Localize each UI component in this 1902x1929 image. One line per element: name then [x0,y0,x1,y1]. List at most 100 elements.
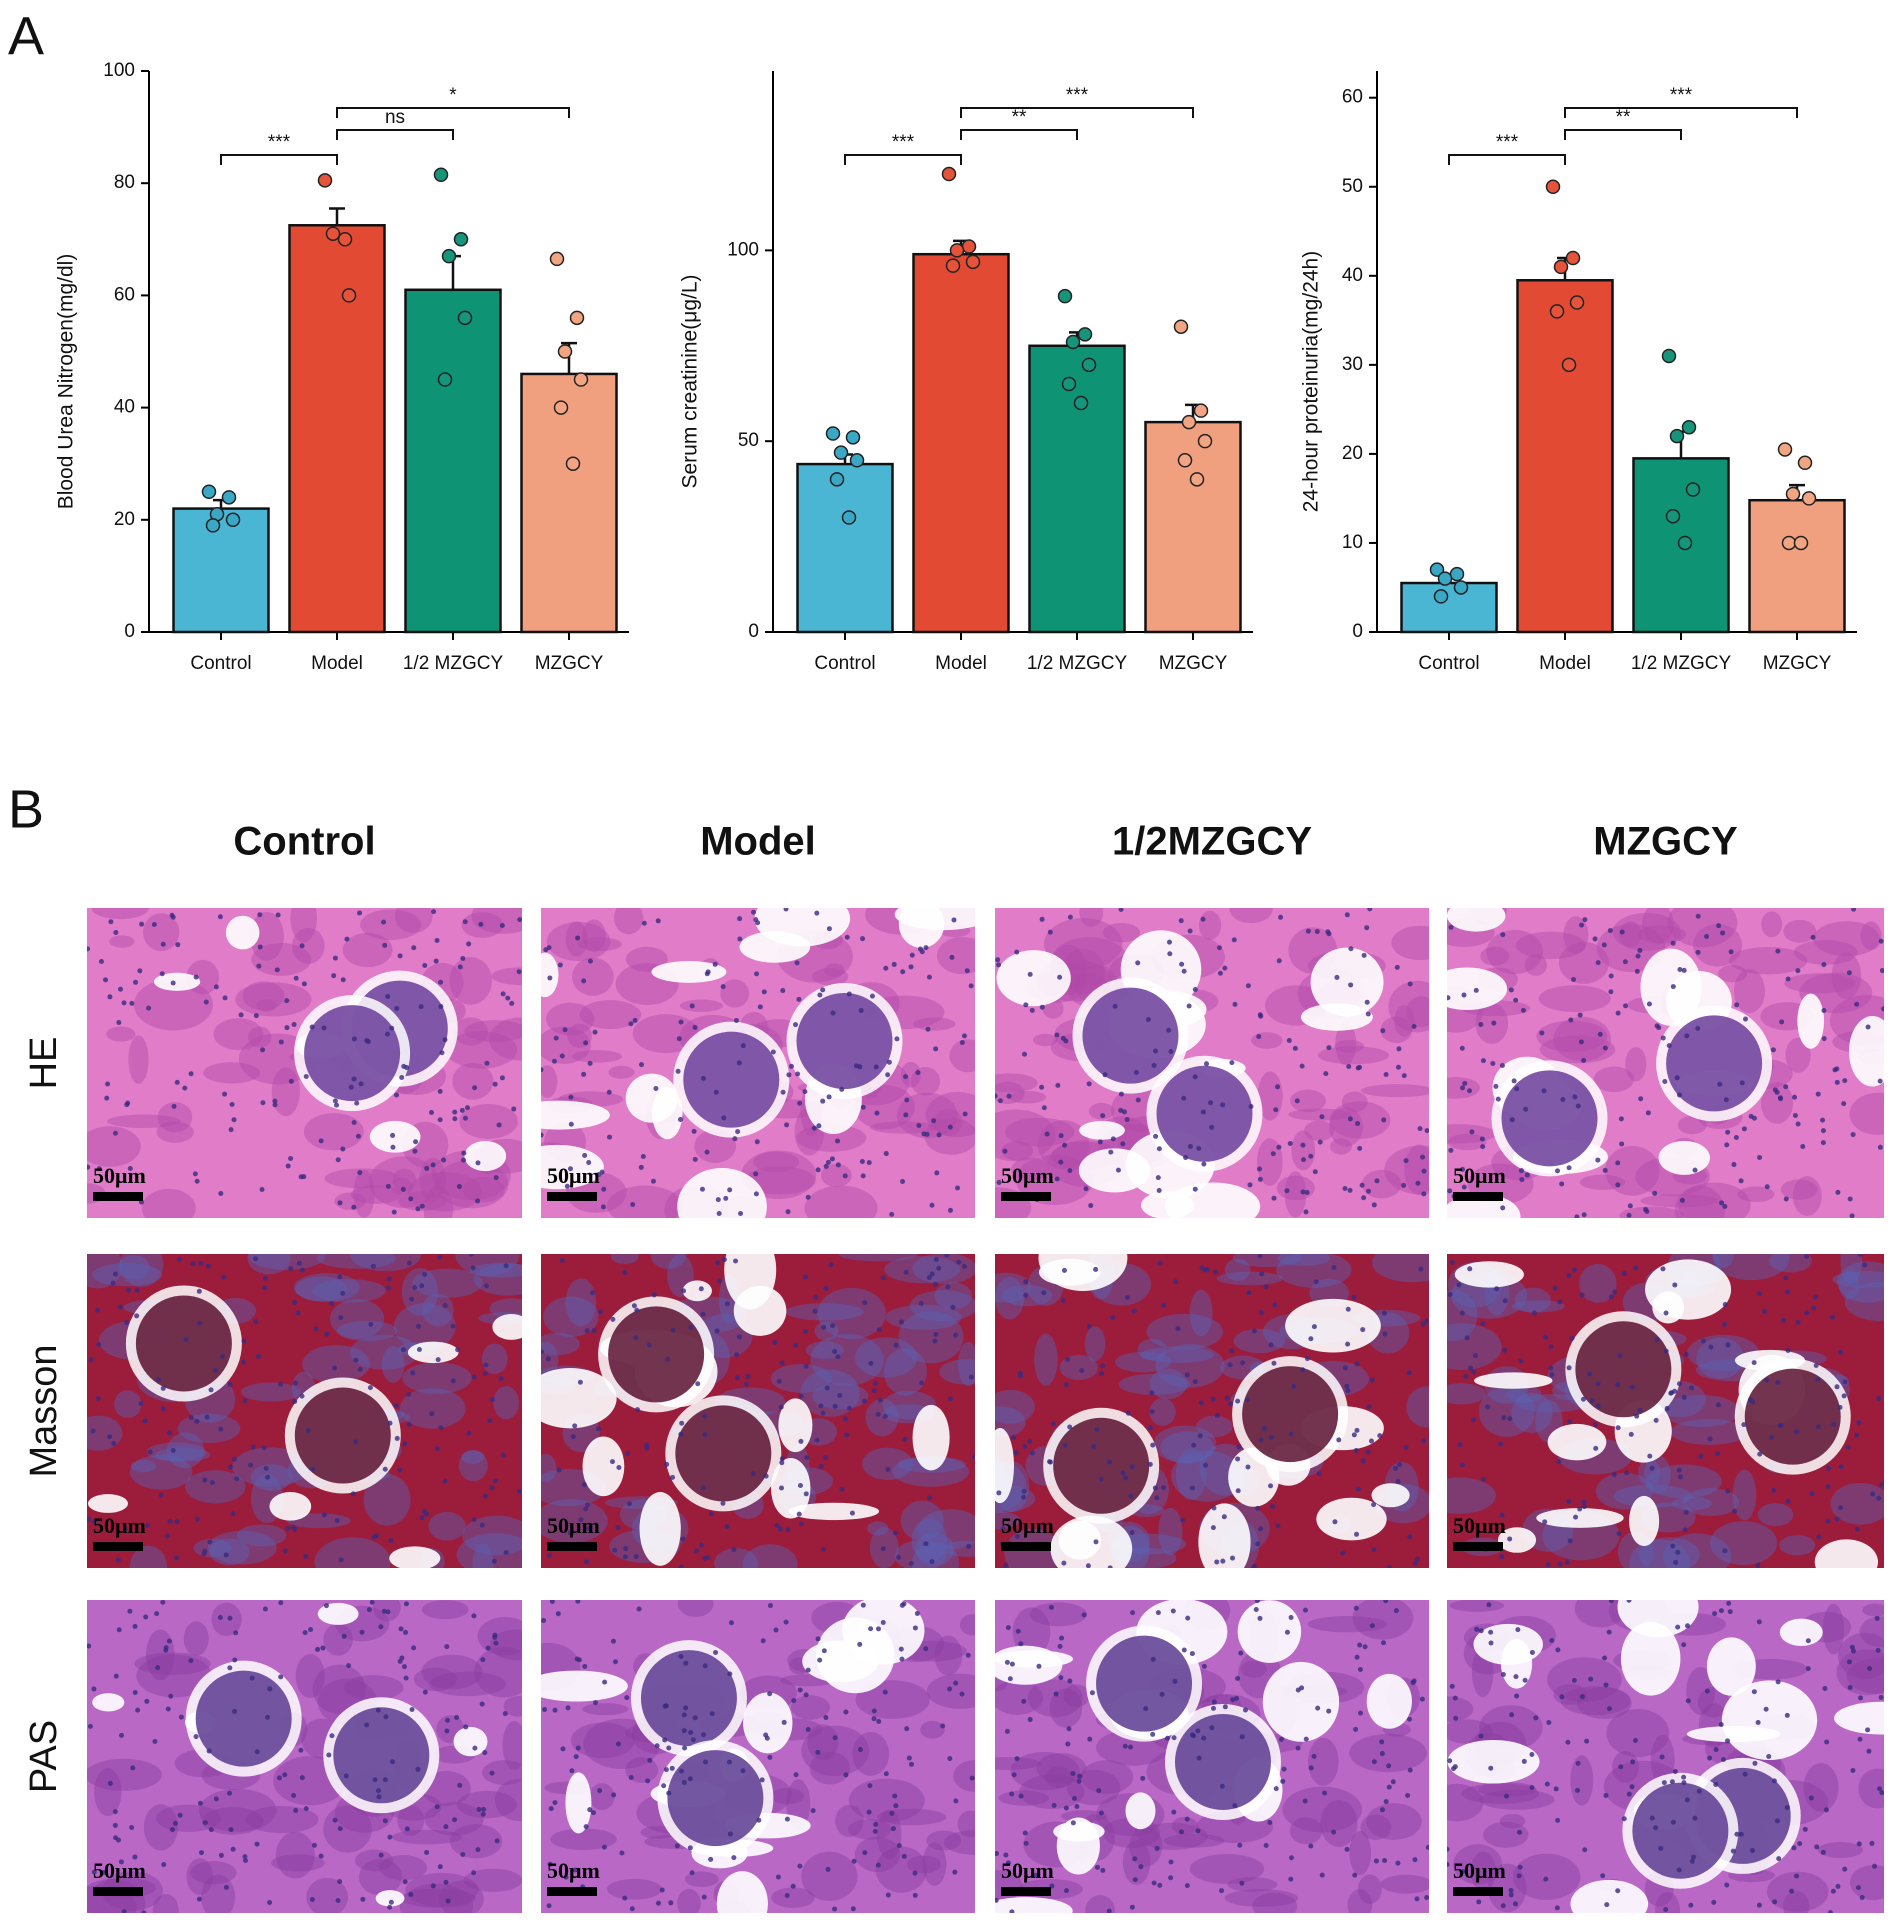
nucleus [1354,1361,1360,1367]
nucleus [1415,1180,1421,1186]
nucleus [135,1707,141,1713]
nucleus [553,1035,559,1041]
nucleus [1152,1485,1158,1491]
nucleus [295,1310,301,1316]
nucleus [883,1151,889,1157]
nucleus [880,1620,886,1626]
data-point [549,251,565,267]
nucleus [815,1167,821,1173]
nucleus [1580,1396,1586,1402]
nucleus [415,1206,421,1212]
lumen [770,1458,811,1519]
nucleus [674,1843,680,1849]
nucleus [859,1158,865,1164]
significance-bracket [220,154,338,165]
nucleus [1716,923,1722,929]
nucleus [767,1603,773,1609]
data-point [1793,535,1809,551]
nucleus [1257,1615,1263,1621]
data-point [1177,453,1193,468]
nucleus [1785,1498,1791,1504]
nucleus [1412,1560,1418,1566]
nucleus [797,1687,803,1693]
nucleus [1661,1780,1667,1786]
lumen [912,1404,950,1471]
nucleus [1355,1065,1361,1071]
nucleus [1155,1175,1161,1181]
tissue-texture [913,1017,956,1031]
tissue-texture [839,1254,918,1262]
nucleus [798,1393,804,1399]
nucleus [1009,1909,1015,1913]
nucleus [437,1864,443,1870]
tissue-texture [1088,1102,1115,1120]
nucleus [194,1178,200,1184]
lumen [582,1436,625,1497]
nucleus [1048,1604,1054,1610]
significance-bracket [1564,107,1798,118]
nucleus [1371,1502,1377,1508]
nucleus [616,1465,622,1471]
nucleus [1366,1404,1372,1410]
lumen [995,1897,1073,1913]
tissue-texture [1637,925,1687,944]
tissue-texture [1838,1632,1884,1679]
nucleus [972,1454,975,1460]
nucleus [677,1117,683,1123]
data-point [961,239,977,254]
tissue-texture [1170,1450,1243,1502]
tissue-texture [360,909,422,941]
nucleus [1027,1717,1033,1723]
nucleus [557,962,563,968]
nucleus [1711,1899,1717,1905]
nucleus [541,1617,547,1623]
nucleus [1725,1342,1731,1348]
nucleus [837,1393,843,1399]
nucleus [1500,1205,1506,1211]
nucleus [164,1533,170,1539]
nucleus [1795,1319,1801,1325]
nucleus [602,1679,608,1685]
nucleus [259,1187,265,1193]
nucleus [1003,1562,1009,1568]
tissue-texture [1478,1782,1537,1797]
nucleus [1681,1642,1687,1648]
nucleus [1825,1484,1831,1490]
nucleus [338,1314,344,1320]
nucleus [898,1646,904,1652]
tissue-texture [109,935,135,948]
nucleus [740,1043,746,1049]
nucleus [1156,1187,1162,1193]
nucleus [581,978,587,984]
nucleus [95,1307,101,1313]
nucleus [1214,1412,1220,1418]
nucleus [1769,1434,1775,1440]
tissue-texture [1019,1774,1085,1810]
nucleus [475,1160,481,1166]
nucleus [815,1636,821,1642]
nucleus [1499,1062,1505,1068]
nucleus [931,1118,937,1124]
tissue-texture [359,1858,403,1896]
tissue-texture [800,1369,860,1417]
nucleus [1766,1754,1772,1760]
nucleus [773,1627,779,1633]
lumen [407,1341,459,1364]
nucleus [1374,1178,1380,1184]
scale-bar-label: 50μm [1001,1513,1054,1538]
nucleus [1515,1627,1521,1633]
glomerulus [1632,1782,1729,1879]
nucleus [1326,1045,1332,1051]
nucleus [1011,1772,1017,1778]
tissue-texture [1553,1684,1588,1706]
nucleus [1488,1629,1494,1635]
nucleus [1652,1190,1658,1196]
nucleus [1347,1187,1353,1193]
micrograph [995,1600,1429,1913]
tissue-texture [1329,1138,1352,1155]
nucleus [1147,1425,1153,1431]
nucleus [890,1826,896,1832]
nucleus [129,1000,135,1006]
tissue-texture [1479,1789,1555,1810]
nucleus [1865,1024,1871,1030]
